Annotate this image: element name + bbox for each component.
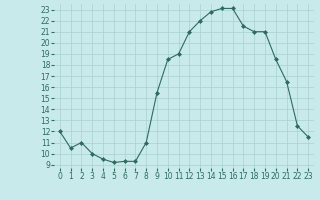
Text: Humidex (Indice chaleur): Humidex (Indice chaleur) [96,185,224,194]
